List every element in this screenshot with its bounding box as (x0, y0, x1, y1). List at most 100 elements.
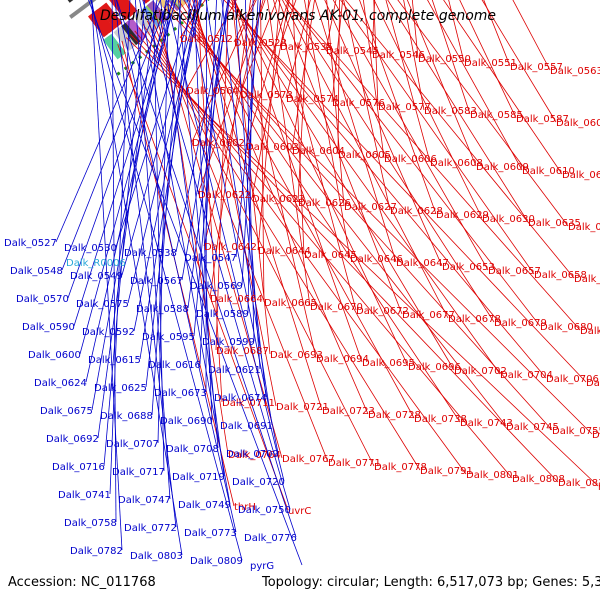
reverse-gene-label: Dalk_0600 (28, 350, 81, 361)
forward-gene-label: Dalk_0672 (356, 306, 409, 317)
forward-connector (232, 0, 455, 371)
forward-connector (142, 23, 421, 471)
forward-gene-label: Dalk_0630 (482, 214, 535, 225)
forward-connector (314, 0, 397, 263)
forward-gene-label: Dalk_0721 (276, 402, 329, 413)
forward-gene-label: Dalk_0767 (282, 454, 335, 465)
reverse-gene-label: Dalk_0621 (208, 365, 261, 376)
forward-connector (146, 20, 375, 467)
forward-connector (273, 0, 357, 311)
reverse-gene-label: Dalk_0674 (214, 393, 267, 404)
reverse-gene-label: Dalk_0707 (106, 439, 159, 450)
reverse-gene-label: Dalk_0709 (226, 449, 279, 460)
accession-label: Accession: NC_011768 (8, 575, 156, 590)
reverse-connector (61, 0, 169, 271)
forward-connector (151, 17, 329, 463)
reverse-gene-label: Dalk_0719 (172, 472, 225, 483)
forward-gene-label: Dalk_0678 (448, 314, 501, 325)
reverse-gene-label: Dalk_0776 (244, 533, 297, 544)
forward-connector (403, 0, 425, 111)
forward-connector (291, 0, 315, 151)
forward-gene-label: Dalk_0622 (198, 190, 251, 201)
reverse-connector (241, 0, 259, 286)
forward-gene-label: Dalk_0528 (234, 38, 287, 49)
forward-gene-label: Dalk_0636 (568, 222, 600, 233)
reverse-gene-label: Dalk_0595 (142, 332, 195, 343)
forward-gene-label: uvrC (288, 506, 311, 517)
forward-gene-label: Dalk_0551 (464, 58, 517, 69)
reverse-gene-label: Dalk_0717 (112, 467, 165, 478)
forward-connector (332, 0, 489, 271)
forward-gene-label: Dalk_0664 (210, 294, 263, 305)
forward-gene-label: Dalk_0573 (240, 90, 293, 101)
forward-connector (239, 0, 278, 95)
forward-connector (427, 0, 523, 171)
forward-connector (483, 0, 511, 67)
reverse-gene-label: Dalk_0708 (166, 444, 219, 455)
reverse-connector (55, 0, 161, 243)
reverse-gene-label: Dalk_0570 (16, 294, 69, 305)
forward-gene-label: Dalk_0563 (550, 66, 600, 77)
forward-gene-label: Dalk_0512 (180, 34, 233, 45)
forward-gene-label: Dalk_0801 (466, 470, 519, 481)
forward-gene-label: Dalk_0677 (402, 310, 455, 321)
reverse-gene-label: Dalk_0538 (124, 248, 177, 259)
reverse-connector (193, 0, 213, 421)
forward-connector (297, 0, 309, 203)
reverse-gene-label: Dalk_0673 (154, 388, 207, 399)
reverse-gene-label: Dalk_0527 (4, 238, 57, 249)
reverse-gene-label: Dalk_0809 (190, 556, 243, 567)
forward-connector (192, 0, 323, 411)
reverse-gene-label: Dalk_0758 (64, 518, 117, 529)
forward-connector (337, 0, 340, 155)
forward-gene-label: Dalk_0710 (586, 378, 600, 389)
forward-gene-label: Dalk_0704 (500, 370, 553, 381)
gene-labels: Dalk_0512 Dalk_0528Dalk_0535Dalk_0545Dalk… (4, 34, 600, 572)
forward-gene-label: Dalk_0629 (436, 210, 489, 221)
forward-gene-label: Dalk_0606 (384, 154, 437, 165)
rna-gene-label: Dalk_R0006 (66, 258, 126, 269)
reverse-connector (178, 0, 219, 449)
forward-connector (267, 0, 311, 307)
forward-connector (188, 0, 369, 415)
reverse-connector (134, 0, 171, 500)
reverse-gene-label: Dalk_0691 (220, 421, 273, 432)
forward-gene-label: Dalk_0738 (414, 414, 467, 425)
forward-gene-label: Dalk_0743 (460, 418, 513, 429)
reverse-gene-label: Dalk_0575 (76, 299, 129, 310)
forward-connector (443, 0, 563, 175)
forward-connector (344, 0, 575, 279)
forward-gene-label: Dalk_0645 (304, 250, 357, 261)
reverse-gene-label: Dalk_0716 (52, 462, 105, 473)
forward-gene-label: Dalk_0602 (192, 138, 245, 149)
forward-gene-label: Dalk_0808 (512, 474, 565, 485)
forward-connector (512, 0, 551, 71)
reverse-gene-label: Dalk_0720 (232, 477, 285, 488)
forward-connector (284, 0, 495, 323)
forward-connector (292, 0, 305, 255)
reverse-gene-label: Dalk_0747 (118, 495, 171, 506)
forward-gene-label: Dalk_0646 (350, 254, 403, 265)
forward-gene-label: Dalk_0764 (228, 450, 281, 461)
forward-gene-label: Dalk_0604 (292, 146, 345, 157)
reverse-connector (103, 0, 146, 467)
reverse-connector (181, 0, 230, 281)
forward-connector (223, 0, 587, 383)
reverse-gene-label: Dalk_0782 (70, 546, 123, 557)
feature-tracks (67, 0, 210, 79)
forward-gene-label: Dalk_0535 (280, 42, 333, 53)
forward-gene-label: Dalk_0832 (558, 478, 600, 489)
forward-cds (93, 8, 114, 33)
forward-gene-label: Dalk_0679 (494, 318, 547, 329)
forward-gene-label: Dalk_0564 (186, 86, 239, 97)
forward-gene-label: Dalk_0577 (378, 102, 431, 113)
forward-connector (245, 0, 289, 147)
forward-gene-label: Dalk_0635 (528, 218, 581, 229)
reverse-connector (175, 0, 229, 253)
forward-connector (203, 0, 264, 247)
reverse-gene-label: Dalk_0588 (136, 304, 189, 315)
forward-gene-label: Dalk_0576 (332, 98, 385, 109)
forward-connector (195, 0, 277, 407)
reverse-connector (67, 0, 174, 299)
